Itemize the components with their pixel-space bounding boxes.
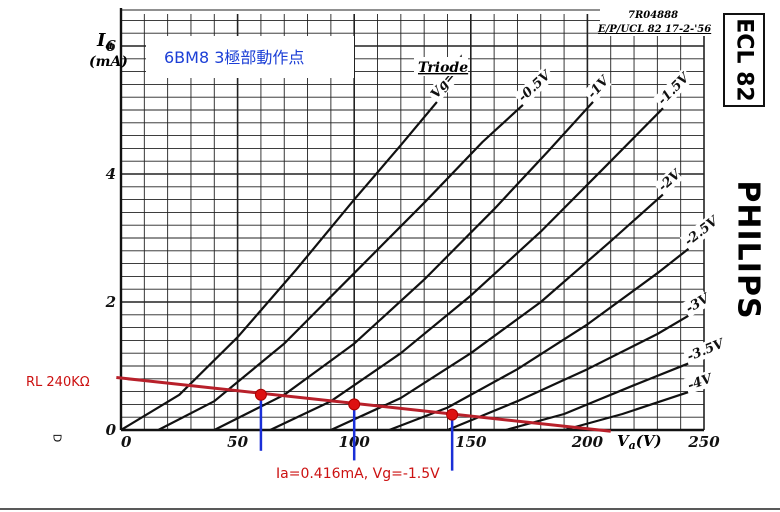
load-line-label: RL 240KΩ (26, 375, 90, 390)
curve--0.5v (157, 102, 526, 431)
tube-type-label: ECL 82 (732, 18, 757, 101)
x-tick-label: 250 (687, 433, 720, 451)
curve-label-bg (683, 370, 713, 395)
curve--2.5v (388, 246, 691, 432)
curve--4v (563, 390, 691, 432)
reference-code: 7R04888 (628, 10, 678, 21)
curve-vg-0v (120, 99, 440, 431)
curve--3v (447, 313, 691, 432)
curve-label-bg (652, 68, 695, 110)
brand-label: PHILIPS (731, 180, 766, 319)
curve--1.5v (269, 106, 666, 431)
operating-point (348, 398, 361, 411)
operating-point (254, 388, 267, 401)
y-tick-label: 0 (106, 421, 117, 439)
x-tick-label: 150 (455, 433, 487, 451)
x-tick-label: 200 (571, 433, 604, 451)
load-line (116, 376, 611, 433)
stray-mark: D (51, 434, 64, 442)
y-axis-label: Ia (96, 30, 113, 52)
y-tick-label: 6 (106, 37, 117, 55)
curve--2v (330, 192, 666, 432)
x-axis-label: Va(V) (617, 432, 662, 452)
operating-points (254, 388, 459, 471)
minor-grid (120, 9, 705, 431)
curve-label-bg (679, 211, 724, 251)
annotation-title: 6BM8 3極部動作点 (164, 48, 304, 67)
curve-label: -4V (686, 371, 716, 394)
operating-point (446, 408, 459, 421)
y-tick-label: 2 (105, 293, 116, 311)
title-box-bg (414, 57, 468, 76)
curve-label-bg (653, 167, 684, 197)
tube-type-box (723, 13, 765, 107)
x-tick-label: 0 (121, 433, 132, 451)
annotation-box (146, 36, 354, 78)
curve-label-bg (681, 290, 712, 318)
operating-point-label: Ia=0.416mA, Vg=-1.5V (276, 466, 440, 482)
plate-curves (120, 99, 691, 432)
reference-bg (600, 8, 710, 36)
tick-labels: 0501001502002500246 (105, 37, 721, 451)
curve--1v (213, 99, 596, 431)
curve-label: -3V (683, 290, 713, 316)
load-line-group (116, 376, 611, 433)
reference-subtitle: E/P/UCL 82 17-2-'56 (597, 24, 711, 35)
chart-title: Triode (418, 60, 468, 76)
y-axis-unit: (mA) (89, 54, 128, 70)
curve-label-bg (682, 334, 729, 366)
y-tick-label: 4 (106, 165, 116, 183)
x-tick-label: 50 (227, 433, 248, 451)
curve-label-bg (513, 65, 556, 107)
curve-label-bg (582, 73, 612, 104)
